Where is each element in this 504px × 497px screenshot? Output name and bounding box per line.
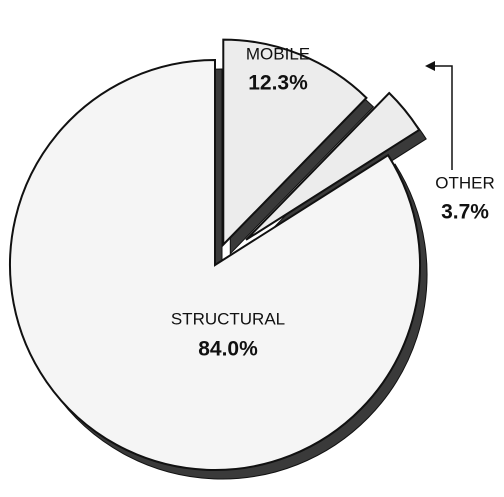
slice-value-label: 3.7% bbox=[441, 201, 489, 224]
slice-label: STRUCTURAL bbox=[171, 309, 285, 328]
arrow-head bbox=[425, 61, 435, 71]
pie-slice bbox=[245, 91, 421, 241]
slice-label: OTHER bbox=[435, 173, 495, 192]
pie-slice bbox=[9, 58, 421, 471]
pie-slice bbox=[222, 38, 368, 248]
slice-label: MOBILE bbox=[246, 44, 310, 63]
slice-layer bbox=[9, 38, 421, 471]
slice-value-label: 12.3% bbox=[248, 72, 308, 95]
slice-value-label: 84.0% bbox=[198, 338, 258, 361]
leader-line bbox=[428, 65, 453, 170]
